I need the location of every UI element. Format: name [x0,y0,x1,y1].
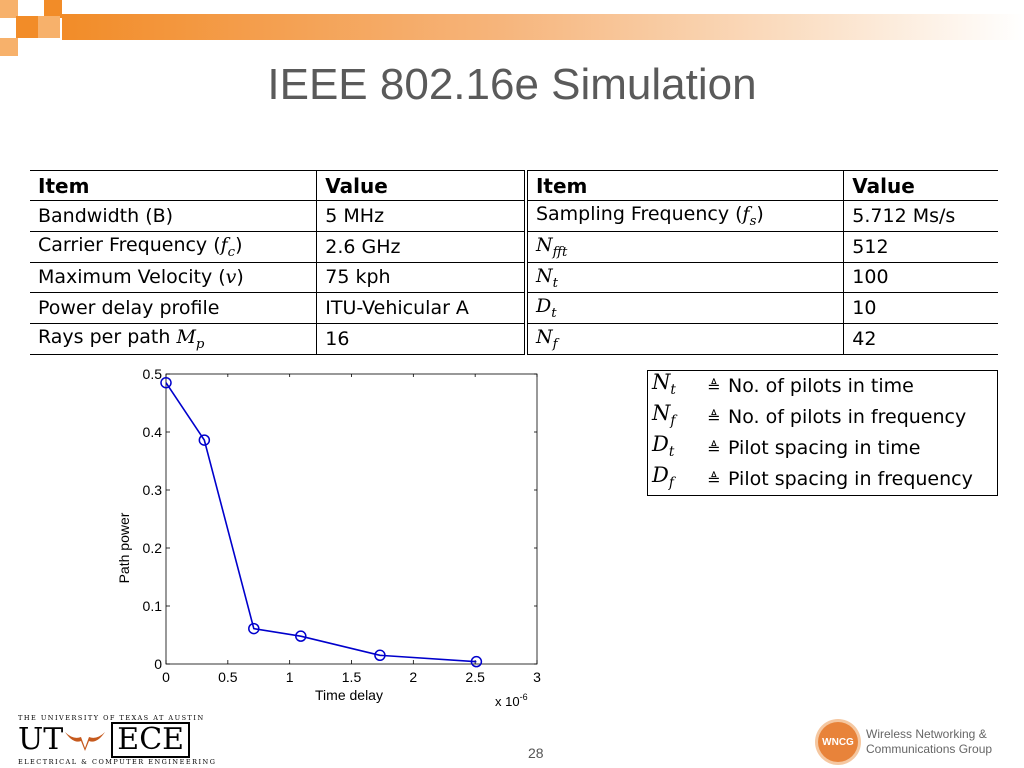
header-item-1: Item [30,170,317,201]
defined-as-symbol: ≜ [707,439,721,458]
series-line [165,382,477,663]
data-point [160,376,172,389]
header-item-2: Item [523,170,844,201]
header-value-1: Value [316,170,526,201]
definition-text: Pilot spacing in time [728,437,921,459]
x-axis-label: Time delay [315,687,383,703]
wncg-line-1: Wireless Networking & [866,727,987,741]
cell-value: 512 [843,231,998,263]
data-point [295,630,307,642]
parameter-table: Item Value Item Value Bandwidth (B) 5 MH… [30,170,998,355]
cell-value: 5 MHz [316,200,526,232]
definition-row: Dt ≜ Pilot spacing in time [648,432,997,464]
ut-letters: UT [18,722,64,757]
cell-item: Carrier Frequency (fc) [30,231,317,263]
defined-as-symbol: ≜ [707,377,721,396]
definition-row: Df ≜ Pilot spacing in frequency [648,463,997,495]
x-tick-label: 2 [409,669,417,685]
ut-ece-logo: THE UNIVERSITY OF TEXAS AT AUSTIN UT ECE… [18,714,217,766]
cell-value: 100 [843,262,998,294]
x-multiplier: x 10-6 [495,692,528,709]
x-tick-label: 2.5 [465,669,485,685]
table-row: Rays per path Mp 16 Nf 42 [30,323,998,355]
cell-item: Nfft [523,231,844,263]
definition-symbol: Df [652,462,674,492]
x-tick-label: 1 [286,669,294,685]
x-tick-label: 1.5 [342,669,362,685]
definitions-box: Nt ≜ No. of pilots in time Nf ≜ No. of p… [647,370,998,496]
table-row: Carrier Frequency (fc) 2.6 GHz Nfft 512 [30,231,998,263]
ut-banner-text: THE UNIVERSITY OF TEXAS AT AUSTIN [18,714,205,722]
deco-square [0,0,18,18]
cell-value: 75 kph [316,262,526,294]
y-tick-label: 0.1 [143,598,163,614]
y-tick-label: 0.4 [143,424,163,440]
deco-square [38,16,60,38]
data-point [374,649,386,662]
table-row: Maximum Velocity (v) 75 kph Nt 100 [30,262,998,294]
plot-border [165,373,538,665]
ece-letters: ECE [111,722,191,758]
cell-item: Power delay profile [30,292,317,325]
wncg-badge: WNCG [818,722,858,762]
cell-value: ITU-Vehicular A [316,292,526,325]
definition-symbol: Dt [652,431,675,461]
y-tick-label: 0 [154,656,162,672]
definition-symbol: Nt [652,369,676,399]
cell-value: 16 [316,323,526,355]
page-number: 28 [528,745,544,761]
cell-item: Sampling Frequency (fs) [523,200,844,232]
wncg-line-2: Communications Group [866,742,993,756]
cell-value: 10 [843,292,998,325]
deco-square [44,0,62,18]
deco-square [16,16,38,38]
x-tick-label: 0 [162,669,170,685]
longhorn-icon [65,732,106,751]
y-tick-label: 0.3 [143,482,163,498]
y-tick-label: 0.5 [143,366,163,382]
slide-title: IEEE 802.16e Simulation [267,60,757,109]
definition-symbol: Nf [652,400,676,430]
definition-row: Nt ≜ No. of pilots in time [648,370,997,402]
chart-ticks: 0 0.5 1 1.5 2 2.5 3 0 0.1 0.2 0.3 0.4 0.5 [143,366,542,685]
wncg-name: Wireless Networking & Communications Gro… [866,727,992,757]
definition-row: Nf ≜ No. of pilots in frequency [648,401,997,433]
cell-item: Maximum Velocity (v) [30,262,317,294]
wncg-logo: WNCG Wireless Networking & Communication… [818,722,992,762]
cell-item: Dt [523,292,844,325]
ut-sub-text: ELECTRICAL & COMPUTER ENGINEERING [18,758,217,766]
cell-value: 2.6 GHz [316,231,526,263]
deco-square [0,38,18,56]
chart-frame [165,373,538,665]
path-power-chart: 0 0.5 1 1.5 2 2.5 3 0 0.1 0.2 0.3 0.4 0.5 Time delay… [116,366,542,709]
cell-item: Rays per path Mp [30,323,317,355]
data-point [470,655,483,668]
table-row: Power delay profile ITU-Vehicular A Dt 1… [30,292,998,325]
definition-text: No. of pilots in time [728,375,914,397]
top-decoration [0,0,1024,56]
ut-ece-wordmark: UT ECE [18,722,198,758]
table-row: Bandwidth (B) 5 MHz Sampling Frequency (… [30,200,998,232]
x-tick-label: 3 [533,669,541,685]
chart-series [160,376,483,668]
defined-as-symbol: ≜ [707,408,721,427]
definition-text: No. of pilots in frequency [728,406,967,428]
cell-item: Bandwidth (B) [30,200,317,232]
x-tick-label: 0.5 [218,669,238,685]
table-header-row: Item Value Item Value [30,170,998,201]
defined-as-symbol: ≜ [707,470,721,489]
y-axis-label: Path power [116,512,132,583]
cell-value: 5.712 Ms/s [843,200,998,232]
definition-text: Pilot spacing in frequency [728,468,973,490]
cell-value: 42 [843,323,998,355]
cell-item: Nf [523,323,844,355]
y-tick-label: 0.2 [143,540,163,556]
data-point [248,622,260,635]
header-value-2: Value [843,170,998,201]
cell-item: Nt [523,262,844,294]
data-point [198,434,211,446]
header-gradient-bar [62,14,1024,40]
